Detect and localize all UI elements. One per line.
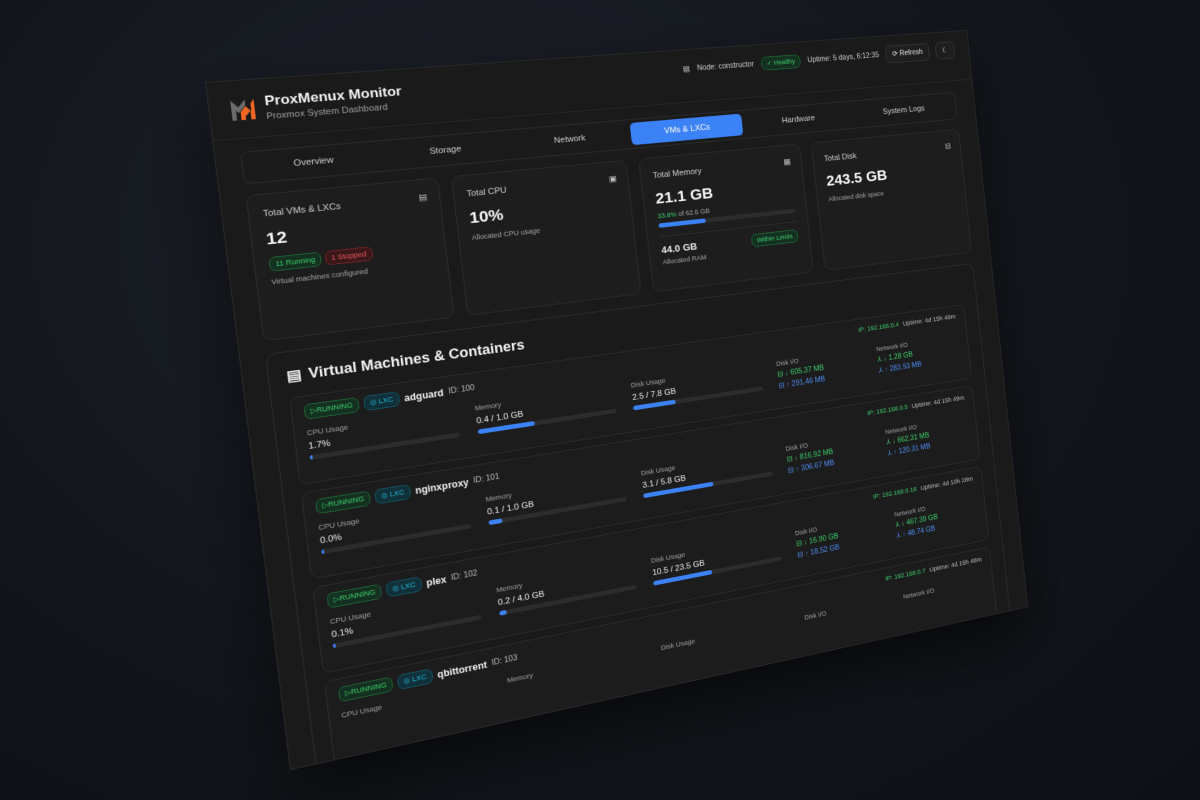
vm-id: ID: 102 — [450, 569, 478, 583]
status-badge: ▷RUNNING — [303, 397, 360, 420]
status-badge: ▷RUNNING — [338, 676, 394, 703]
cpu-fill — [309, 454, 313, 460]
dashboard-window: ProxMenux Monitor Proxmox System Dashboa… — [205, 30, 1029, 771]
total-vms-card: Total VMs & LXCs ▤ 12 11 Running 1 Stopp… — [245, 177, 455, 342]
cpu-fill — [332, 643, 336, 649]
moon-icon: ☾ — [941, 46, 949, 55]
disk-usage-column: Disk Usage 2.5 / 7.8 GB — [630, 363, 764, 413]
allocated-ram-label: Allocated RAM — [662, 253, 707, 266]
network-io-up: ↑ 283.93 MB — [884, 360, 923, 374]
network-io-up: ↑ 120.31 MB — [893, 442, 931, 457]
tab-hardware[interactable]: Hardware — [781, 113, 816, 126]
vm-id: ID: 100 — [447, 383, 476, 396]
stopped-badge: 1 Stopped — [324, 246, 374, 266]
node-name: Node: constructor — [696, 60, 755, 73]
memory-percent: 33.8% — [657, 210, 677, 220]
card-title: Total CPU — [466, 185, 508, 199]
tab-storage[interactable]: Storage — [429, 144, 462, 157]
card-title: Total Disk — [823, 151, 857, 164]
hard-drive-icon: ⊟ — [944, 141, 952, 151]
disk-io-up: ↑ 18.52 GB — [804, 543, 840, 559]
server-icon: ▤ — [285, 366, 303, 385]
tab-network[interactable]: Network — [553, 133, 586, 146]
memory-fill — [488, 518, 503, 526]
total-memory-card: Total Memory ▦ 21.1 GB 33.8% of 62.6 GB … — [638, 143, 814, 293]
server-icon: ▤ — [418, 192, 428, 203]
server-icon: ▤ — [682, 65, 691, 74]
type-badge: ◎ LXC — [396, 668, 434, 691]
vm-name: qbittorrent — [436, 659, 488, 680]
vm-id: ID: 103 — [491, 653, 518, 668]
vm-name: adguard — [403, 386, 445, 404]
refresh-button[interactable]: ⟳ Refresh — [884, 43, 931, 64]
network-io-column: Network I/O ⅄ ↓ 1.28 GB ⅄ ↑ 283.93 MB — [876, 334, 960, 375]
network-io-up: ↑ 48.74 GB — [902, 524, 936, 539]
type-badge: ◎ LXC — [374, 484, 412, 505]
card-title: Total VMs & LXCs — [262, 201, 342, 219]
vm-section: ▤ Virtual Machines & Containers ▷RUNNING … — [264, 263, 1012, 771]
tab-vms-lxcs[interactable]: VMs & LXCs — [629, 113, 744, 146]
total-vms-value: 12 — [265, 228, 288, 249]
memory-status-badge: Within Limits — [751, 229, 799, 248]
tab-overview[interactable]: Overview — [293, 155, 335, 169]
cpu-icon: ▣ — [608, 174, 618, 184]
tab-system-logs[interactable]: System Logs — [882, 104, 926, 117]
type-badge: ◎ LXC — [362, 391, 401, 412]
disk-io-up: ↑ 291.46 MB — [785, 375, 826, 390]
status-badge: ▷RUNNING — [315, 490, 371, 515]
app-header: ProxMenux Monitor Proxmox System Dashboa… — [206, 30, 972, 142]
proxmenux-logo — [230, 98, 256, 121]
running-badge: 11 Running — [268, 251, 323, 272]
disk-io-column: Disk I/O ⊟ ↓ 816.92 MB ⊟ ↑ 306.67 MB — [785, 431, 873, 475]
uptime-text: Uptime: 5 days, 6:12:35 — [807, 51, 880, 65]
total-disk-card: Total Disk ⊟ 243.5 GB Allocated disk spa… — [810, 128, 972, 271]
network-io-down: ↓ 1.28 GB — [883, 350, 914, 363]
disk-io-column: Disk I/O ⊟ ↓ 16.90 GB ⊟ ↑ 18.52 GB — [795, 514, 883, 560]
memory-fill — [498, 609, 507, 616]
vm-id: ID: 101 — [472, 472, 500, 486]
total-cpu-card: Total CPU ▣ 10% Allocated CPU usage — [450, 159, 642, 316]
health-badge: ✓ Healthy — [760, 54, 802, 71]
theme-toggle-button[interactable]: ☾ — [934, 41, 956, 60]
cpu-fill — [321, 549, 325, 555]
network-io-column: Network I/O ⅄ ↓ 467.39 GB ⅄ ↑ 48.74 GB — [894, 496, 978, 540]
type-badge: ◎ LXC — [385, 576, 423, 598]
network-io-column: Network I/O ⅄ ↓ 662.31 MB ⅄ ↑ 120.31 MB — [885, 415, 969, 457]
disk-io-column: Disk I/O ⊟ ↓ 605.37 MB ⊟ ↑ 291.46 MB — [776, 348, 865, 390]
status-badge: ▷RUNNING — [326, 583, 383, 609]
vm-name: nginxproxy — [414, 476, 470, 496]
memory-icon: ▦ — [783, 157, 792, 167]
disk-io-up: ↑ 306.67 MB — [795, 459, 835, 474]
card-title: Total Memory — [652, 166, 703, 181]
memory-total: of 62.6 GB — [677, 206, 711, 218]
vm-name: plex — [425, 573, 447, 589]
